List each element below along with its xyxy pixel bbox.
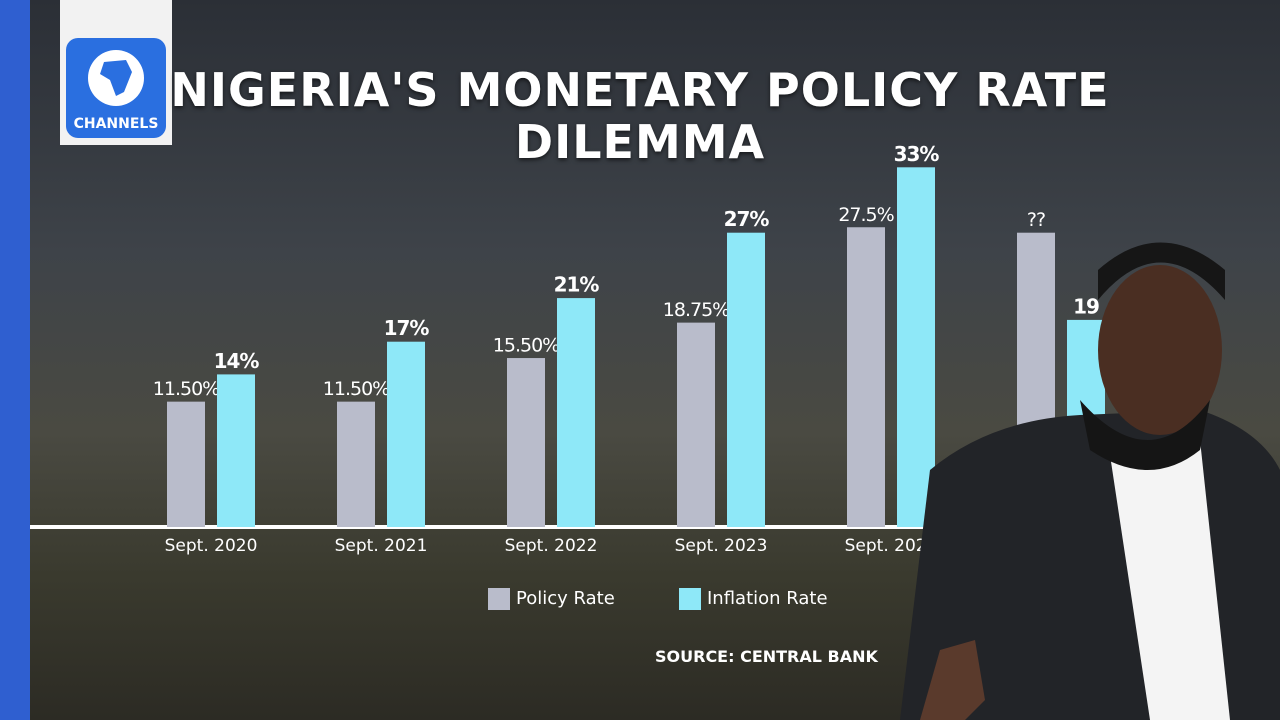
bar (847, 227, 885, 527)
value-label: 15.50% (493, 335, 559, 357)
bar (337, 401, 375, 527)
bar (677, 322, 715, 527)
value-label: 11.50% (153, 378, 219, 400)
bar (167, 401, 205, 527)
side-strip (0, 0, 30, 720)
value-label: 27.5% (838, 204, 893, 226)
logo-africa (100, 60, 132, 96)
legend-swatch (488, 588, 510, 610)
logo-text: CHANNELS (73, 116, 159, 132)
presenter (900, 242, 1280, 720)
value-label: 11.50% (323, 378, 389, 400)
chart-title: NIGERIA'S MONETARY POLICY RATE DILEMMA (170, 63, 1110, 169)
x-tick-label: Sept. 2020 (165, 536, 258, 556)
presenter-beard (1080, 400, 1210, 470)
x-tick-label: Sept. 2023 (675, 536, 768, 556)
bar (727, 232, 765, 527)
x-tick-label: Sept. 2022 (505, 536, 598, 556)
value-label: 19 (1073, 294, 1099, 318)
value-label: 18.75% (663, 299, 729, 321)
bar (557, 298, 595, 527)
value-label: ?? (1027, 209, 1045, 231)
value-label: 14% (214, 349, 260, 373)
presenter-hand (920, 640, 985, 720)
legend-item: Inflation Rate (679, 588, 828, 610)
value-label: 17% (384, 316, 430, 340)
presenter-shirt (1110, 440, 1230, 720)
bar (387, 341, 425, 527)
presenter-head (1098, 265, 1222, 435)
x-tick-label: Sept. 2024 (845, 536, 938, 556)
bar (897, 167, 935, 528)
value-label: 27% (724, 207, 770, 231)
value-label: 33% (894, 142, 940, 166)
bar (507, 358, 545, 527)
x-tick-label: Sept. 2021 (335, 536, 428, 556)
legend-swatch (679, 588, 701, 610)
legend-item: Policy Rate (488, 588, 615, 610)
legend-label: Policy Rate (516, 588, 615, 609)
bar (217, 374, 255, 527)
source-note: SOURCE: CENTRAL BANK (655, 647, 878, 666)
value-label: 21% (554, 273, 600, 297)
presenter-hair (1098, 242, 1225, 300)
legend-label: Inflation Rate (707, 588, 828, 609)
